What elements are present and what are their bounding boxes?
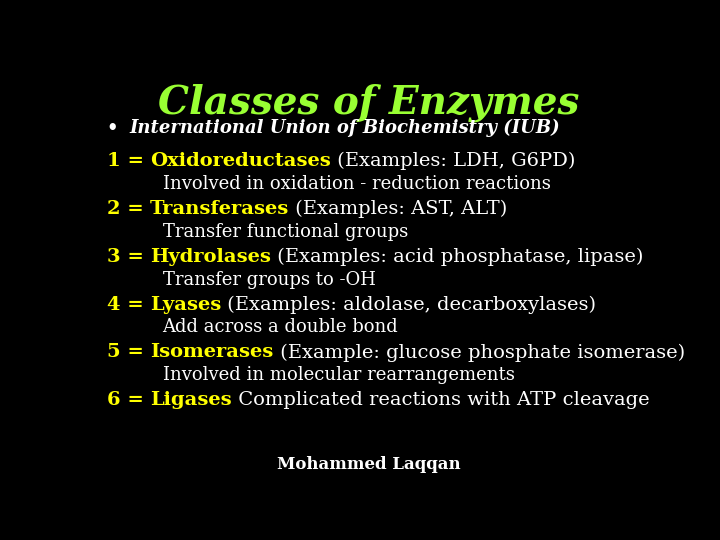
Text: International Union of Biochemistry (IUB): International Union of Biochemistry (IUB… bbox=[129, 119, 559, 137]
Text: Lyases: Lyases bbox=[150, 295, 222, 314]
Text: 6 =: 6 = bbox=[107, 391, 150, 409]
Text: (Examples: aldolase, decarboxylases): (Examples: aldolase, decarboxylases) bbox=[222, 295, 596, 314]
Text: 1 =: 1 = bbox=[107, 152, 150, 170]
Text: (Examples: AST, ALT): (Examples: AST, ALT) bbox=[289, 200, 508, 218]
Text: Classes of Enzymes: Classes of Enzymes bbox=[158, 84, 580, 122]
Text: 5 =: 5 = bbox=[107, 343, 150, 361]
Text: Transfer functional groups: Transfer functional groups bbox=[163, 223, 408, 241]
Text: Add across a double bond: Add across a double bond bbox=[163, 319, 398, 336]
Text: Hydrolases: Hydrolases bbox=[150, 248, 271, 266]
Text: Transferases: Transferases bbox=[150, 200, 289, 218]
Text: (Examples: acid phosphatase, lipase): (Examples: acid phosphatase, lipase) bbox=[271, 248, 644, 266]
Text: Involved in molecular rearrangements: Involved in molecular rearrangements bbox=[163, 366, 514, 384]
Text: Ligases: Ligases bbox=[150, 391, 232, 409]
Text: Transfer groups to -OH: Transfer groups to -OH bbox=[163, 271, 375, 288]
Text: 2 =: 2 = bbox=[107, 200, 150, 218]
Text: Involved in oxidation - reduction reactions: Involved in oxidation - reduction reacti… bbox=[163, 175, 550, 193]
Text: (Example: glucose phosphate isomerase): (Example: glucose phosphate isomerase) bbox=[274, 343, 685, 362]
Text: 3 =: 3 = bbox=[107, 248, 150, 266]
Text: Mohammed Laqqan: Mohammed Laqqan bbox=[277, 456, 461, 472]
Text: •: • bbox=[107, 119, 118, 137]
Text: (Examples: LDH, G6PD): (Examples: LDH, G6PD) bbox=[331, 152, 575, 170]
Text: 4 =: 4 = bbox=[107, 295, 150, 314]
Text: Oxidoreductases: Oxidoreductases bbox=[150, 152, 331, 170]
Text: Isomerases: Isomerases bbox=[150, 343, 274, 361]
Text: Complicated reactions with ATP cleavage: Complicated reactions with ATP cleavage bbox=[232, 391, 649, 409]
